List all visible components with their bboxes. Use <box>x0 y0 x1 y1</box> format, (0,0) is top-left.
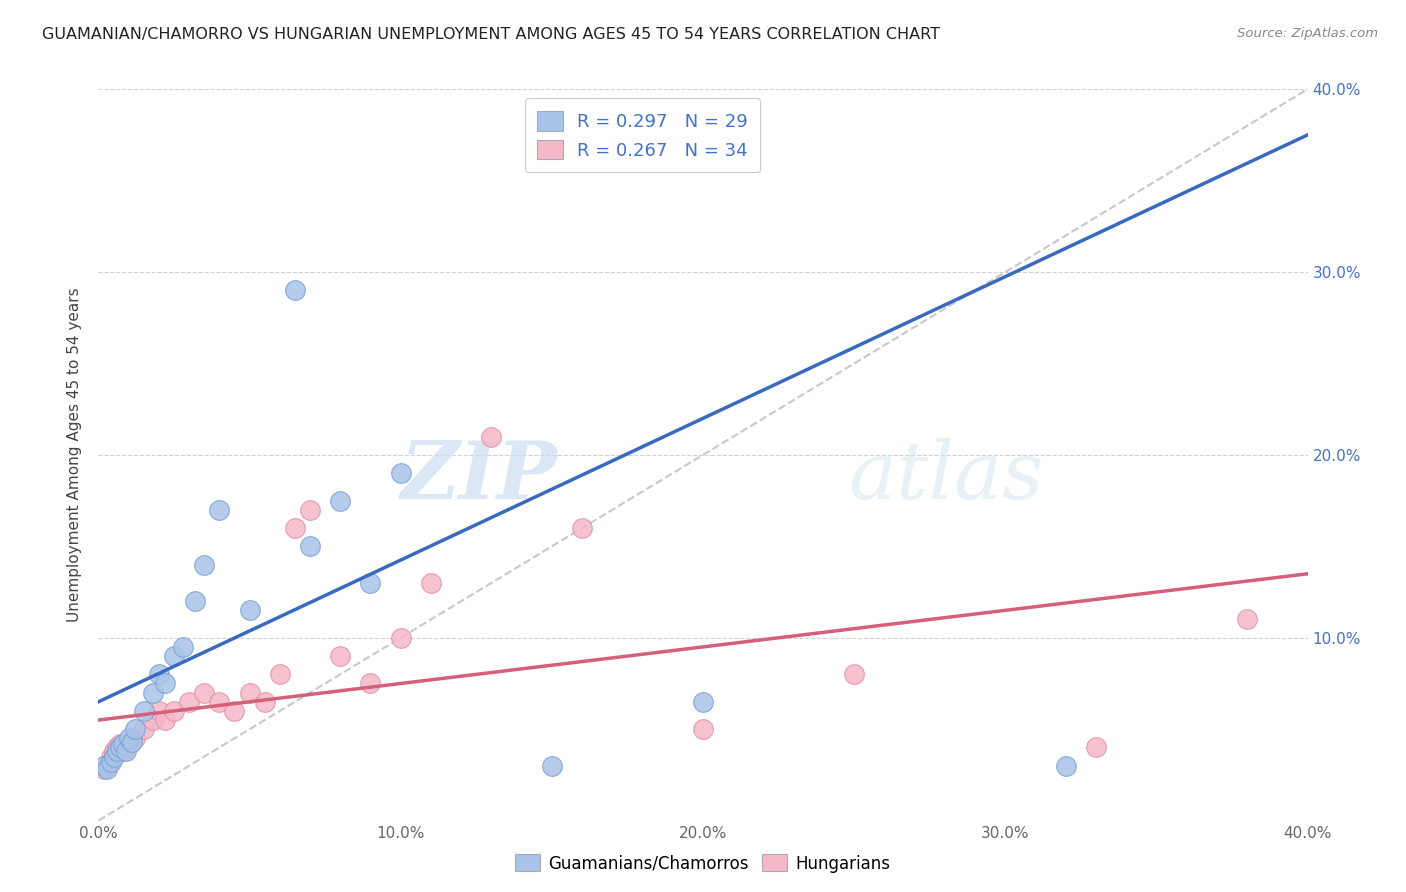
Point <box>118 731 141 746</box>
Point <box>153 676 176 690</box>
Point <box>208 502 231 516</box>
Point <box>299 539 322 553</box>
Point <box>284 521 307 535</box>
Text: ZIP: ZIP <box>401 438 558 516</box>
Y-axis label: Unemployment Among Ages 45 to 54 years: Unemployment Among Ages 45 to 54 years <box>67 287 83 623</box>
Point <box>148 667 170 681</box>
Point <box>103 744 125 758</box>
Point <box>329 493 352 508</box>
Point <box>163 649 186 664</box>
Point <box>692 723 714 737</box>
Point <box>153 713 176 727</box>
Point <box>224 704 246 718</box>
Text: atlas: atlas <box>848 438 1043 516</box>
Point <box>103 749 125 764</box>
Point <box>269 667 291 681</box>
Point <box>114 744 136 758</box>
Point <box>163 704 186 718</box>
Point <box>93 763 115 777</box>
Point <box>118 737 141 751</box>
Text: Source: ZipAtlas.com: Source: ZipAtlas.com <box>1237 27 1378 40</box>
Point <box>193 685 215 699</box>
Point <box>100 755 122 769</box>
Legend: R = 0.297   N = 29, R = 0.267   N = 34: R = 0.297 N = 29, R = 0.267 N = 34 <box>524 98 761 172</box>
Point <box>481 430 503 444</box>
Point <box>360 676 382 690</box>
Point <box>96 758 118 772</box>
Point <box>111 737 134 751</box>
Point <box>1054 758 1077 772</box>
Point <box>692 695 714 709</box>
Point <box>184 594 207 608</box>
Point <box>148 704 170 718</box>
Point <box>114 740 136 755</box>
Point <box>124 731 146 746</box>
Point <box>108 740 131 755</box>
Point <box>108 737 131 751</box>
Point <box>284 284 307 298</box>
Point <box>179 695 201 709</box>
Point <box>299 502 322 516</box>
Point <box>193 558 215 572</box>
Point <box>96 763 118 777</box>
Point <box>571 521 593 535</box>
Legend: Guamanians/Chamorros, Hungarians: Guamanians/Chamorros, Hungarians <box>509 847 897 880</box>
Point <box>239 603 262 617</box>
Point <box>121 735 143 749</box>
Point <box>93 758 115 772</box>
Point <box>208 695 231 709</box>
Point <box>132 704 155 718</box>
Point <box>142 713 165 727</box>
Point <box>389 631 412 645</box>
Point <box>844 667 866 681</box>
Point <box>329 649 352 664</box>
Point <box>142 685 165 699</box>
Point <box>239 685 262 699</box>
Point <box>253 695 276 709</box>
Point <box>360 576 382 591</box>
Point <box>1085 740 1108 755</box>
Point <box>389 466 412 480</box>
Text: GUAMANIAN/CHAMORRO VS HUNGARIAN UNEMPLOYMENT AMONG AGES 45 TO 54 YEARS CORRELATI: GUAMANIAN/CHAMORRO VS HUNGARIAN UNEMPLOY… <box>42 27 941 42</box>
Point <box>124 723 146 737</box>
Point <box>132 723 155 737</box>
Point <box>1236 613 1258 627</box>
Point <box>540 758 562 772</box>
Point <box>111 744 134 758</box>
Point <box>105 744 128 758</box>
Point <box>105 740 128 755</box>
Point <box>172 640 194 654</box>
Point <box>420 576 443 591</box>
Point <box>100 749 122 764</box>
